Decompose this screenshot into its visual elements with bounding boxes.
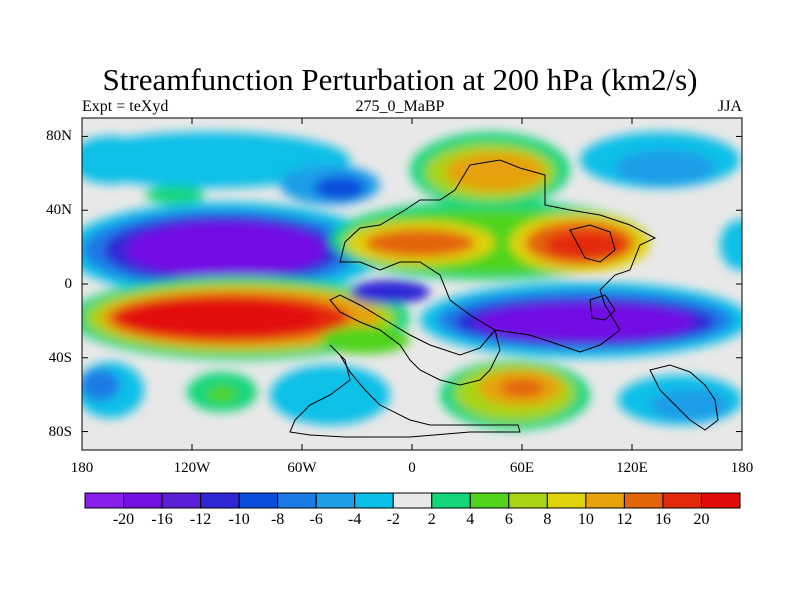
contour-patch [82,132,350,188]
colorbar-swatch [431,492,471,509]
season-label: JJA [717,98,742,115]
contour-patch [545,231,625,259]
colorbar-swatch [84,492,125,509]
colorbar-label: 2 [427,511,436,528]
contour-patch [500,379,544,397]
colorbar-label: -4 [348,511,362,528]
contour-patch [82,136,150,184]
contour-patch [120,300,320,336]
contour-patch [82,369,120,401]
contour-patch [145,186,205,204]
y-tick-label: 40S [48,349,72,366]
y-tick-label: 40N [46,202,72,219]
x-tick-label: 180 [730,460,754,476]
contour-patch [615,150,715,186]
y-tick-label: 80N [46,128,72,145]
contour-patch [207,386,237,402]
colorbar-label: -10 [228,511,250,528]
contour-patch [365,229,475,257]
continent-south-a [329,294,501,386]
colorbar-label: 12 [616,511,633,528]
colorbar-label: 4 [466,511,475,528]
colorbar-swatch [315,492,356,509]
contour-patch [720,220,742,270]
colorbar-label: -20 [112,511,135,528]
colorbar-swatch [238,492,279,509]
colorbar-swatch [546,492,587,509]
contour-low-arctic [82,132,740,205]
y-tick-label: 0 [64,276,73,292]
colorbar-swatch [508,492,548,509]
continent-islands [569,224,616,321]
map-title: Streamfunction Perturbation at 200 hPa (… [102,62,698,97]
colorbar-label: 16 [654,511,671,528]
colorbar-swatch [354,492,394,509]
experiment-label: Expt = teXyd [82,98,169,115]
contour-patch [445,152,545,192]
x-tick-label: 120E [616,460,648,476]
colorbar [84,492,741,509]
contour-patch [314,176,366,200]
colorbar-label: 20 [693,511,710,528]
colorbar-label: -6 [309,511,323,528]
colorbar-label: -12 [189,511,212,528]
colorbar-swatch [123,492,163,509]
contour-field [82,118,742,450]
contour-high-pacific [82,276,410,360]
contour-patch [650,389,730,421]
colorbar-swatch [585,492,625,509]
colorbar-swatch [662,492,702,509]
colorbar-swatch [277,492,317,509]
period-label: 275_0_MaBP [355,98,445,115]
colorbar-swatch [700,492,741,509]
continent-north [339,159,657,353]
colorbar-swatch [161,492,202,509]
contour-low-north-pacific [82,202,385,298]
continent-south-b [289,344,521,438]
x-tick-label: 0 [408,460,416,476]
x-tick-label: 180 [70,460,94,476]
x-tick-label: 60W [287,460,317,476]
contour-patch [320,326,410,354]
colorbar-label: 6 [504,511,513,528]
colorbar-swatch [392,492,433,509]
colorbar-label: -16 [151,511,173,528]
contour-patch [125,222,325,278]
colorbar-label: -2 [386,511,400,528]
x-tick-label: 60E [509,460,535,476]
contour-high-southern-ocean [440,360,590,430]
contour-high-eurasia [330,132,650,280]
axis-ticks [81,118,743,450]
colorbar-label: 10 [577,511,594,528]
colorbar-swatch [623,492,664,509]
colorbar-swatch [469,492,510,509]
x-tick-label: 120W [173,460,211,476]
contour-patch [350,280,430,304]
continent-southeast [649,364,719,431]
colorbar-label: -8 [270,511,285,528]
contour-low-indian-ocean [350,280,742,425]
colorbar-label: 8 [543,511,552,528]
contour-patch [475,303,695,341]
y-tick-label: 80S [48,423,72,440]
continent-outline [289,159,719,438]
colorbar-swatch [200,492,240,509]
